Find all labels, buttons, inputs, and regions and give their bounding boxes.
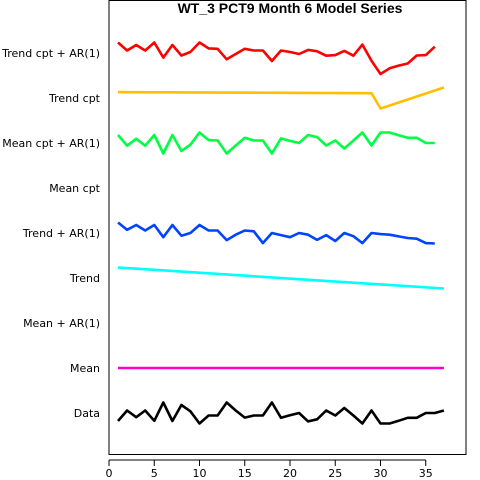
series-line-trend-cpt-ar-1- — [117, 41, 436, 76]
x-tick-label: 35 — [419, 467, 433, 480]
row-label: Mean + AR(1) — [23, 317, 100, 330]
series-line-trend-ar-1- — [117, 221, 435, 245]
axis-layer: 0 5 10 15 20 25 30 35 — [106, 459, 433, 480]
x-tick-label: 20 — [283, 467, 297, 480]
x-tick-label: 15 — [238, 467, 252, 480]
plot-frame — [108, 0, 467, 455]
series-line-mean-cpt-ar-1- — [117, 131, 435, 155]
x-tick-label: 0 — [106, 467, 113, 480]
series-layer — [117, 41, 445, 425]
x-tick-label: 5 — [151, 467, 158, 480]
row-label: Trend cpt — [48, 92, 101, 105]
row-label: Trend — [69, 272, 100, 285]
row-label: Data — [74, 407, 100, 420]
row-label: Mean — [70, 362, 100, 375]
row-label: Mean cpt + AR(1) — [2, 137, 100, 150]
series-line-data — [117, 401, 445, 425]
x-tick-label: 30 — [374, 467, 388, 480]
series-line-trend — [117, 266, 444, 290]
row-label: Mean cpt — [49, 182, 100, 195]
row-labels: Data Mean Mean + AR(1) Trend Trend + AR(1) Me… — [1, 47, 101, 420]
row-label: Trend cpt + AR(1) — [1, 47, 100, 60]
x-tick-label: 10 — [193, 467, 207, 480]
chart-title: WT_3 PCT9 Month 6 Model Series — [178, 0, 403, 16]
series-line-trend-cpt — [117, 86, 445, 110]
x-tick-label: 25 — [328, 467, 342, 480]
row-label: Trend + AR(1) — [22, 227, 100, 240]
